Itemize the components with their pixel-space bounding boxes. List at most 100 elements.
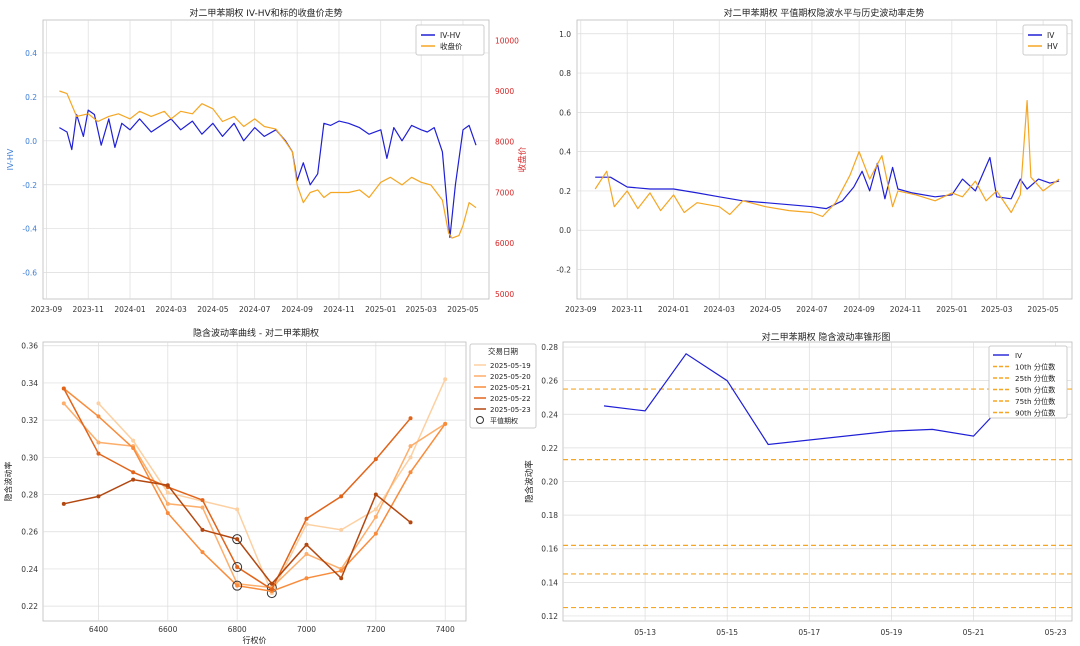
y-tick-label: -0.2 <box>22 181 37 190</box>
atm-marker <box>232 562 243 573</box>
x-tick-label: 2025-01 <box>365 305 397 314</box>
data-point <box>304 542 309 547</box>
x-tick-label: 2025-01 <box>936 305 968 314</box>
y-axis-label: 隐含波动率 <box>524 460 535 503</box>
legend-label: 90th 分位数 <box>1015 409 1055 418</box>
y-tick-label: 0.4 <box>559 148 571 157</box>
x-tick-label: 2024-11 <box>890 305 922 314</box>
legend: 交易日期 2025-05-19 2025-05-20 2025-05-21 2025-0… <box>469 343 537 429</box>
y-tick-label: 0.32 <box>21 416 38 425</box>
y-tick-label: 0.0 <box>559 226 571 235</box>
legend-label: 2025-05-20 <box>490 373 531 381</box>
data-point <box>165 511 170 516</box>
legend-label: 收盘价 <box>440 41 463 51</box>
legend-label: IV <box>1015 351 1022 360</box>
y-tick-label: 0.28 <box>541 343 558 352</box>
y-tick-label: 0.6 <box>559 108 571 117</box>
data-point <box>165 501 170 506</box>
y-tick-label: 0.8 <box>559 69 571 78</box>
data-point <box>339 494 344 499</box>
data-point <box>131 470 136 475</box>
x-tick-label: 2024-05 <box>750 305 782 314</box>
legend-label: 50th 分位数 <box>1015 386 1055 395</box>
legend-label: 25th 分位数 <box>1015 374 1055 383</box>
data-point <box>235 583 240 588</box>
y-tick-label: 0.34 <box>21 379 38 388</box>
data-point <box>131 446 136 451</box>
legend-atm-marker <box>476 416 484 424</box>
x-tick-label: 2025-03 <box>981 305 1013 314</box>
x-tick-label: 7400 <box>436 625 455 634</box>
legend-label: 75th 分位数 <box>1015 397 1055 406</box>
y-tick-label: 0.2 <box>25 93 37 102</box>
y-tick-label: 0.4 <box>25 49 37 58</box>
legend-label: IV-HV <box>440 31 461 40</box>
data-point <box>339 568 344 573</box>
x-axis-label: 行权价 <box>243 635 267 645</box>
x-tick-label: 2024-03 <box>704 305 736 314</box>
legend-label: 2025-05-21 <box>490 384 531 392</box>
y-tick-label: 0.22 <box>541 444 558 453</box>
data-point <box>235 565 240 570</box>
y2-tick-label: 6000 <box>495 239 514 248</box>
y2-tick-label: 7000 <box>495 188 514 197</box>
x-tick-label: 2024-09 <box>843 305 875 314</box>
legend-title: 交易日期 <box>488 346 518 356</box>
atm-marker <box>232 534 243 545</box>
y-tick-label: 0.26 <box>21 528 38 537</box>
data-point <box>200 527 205 532</box>
legend-label: HV <box>1047 42 1059 51</box>
data-point <box>131 438 136 443</box>
series-2025-05-22 <box>61 386 413 592</box>
plot-frame <box>42 19 490 300</box>
data-point <box>304 552 309 557</box>
x-tick-label: 2025-05 <box>1027 305 1059 314</box>
data-point <box>408 520 413 525</box>
series-line <box>63 387 446 592</box>
x-tick-label: 2024-05 <box>197 305 229 314</box>
y-tick-label: 0.24 <box>541 410 558 419</box>
data-point <box>96 440 101 445</box>
y-tick-label: 0.26 <box>541 377 558 386</box>
x-tick-label: 7000 <box>297 625 316 634</box>
data-point <box>408 470 413 475</box>
data-point <box>304 522 309 527</box>
x-tick-label: 2023-09 <box>31 305 63 314</box>
series-line-HV <box>594 99 1060 218</box>
data-point <box>235 507 240 512</box>
plot-frame <box>42 341 467 622</box>
y-tick-label: 0.36 <box>21 342 38 351</box>
x-tick-label: 2023-09 <box>565 305 597 314</box>
chart-title: 对二甲苯期权 平值期权隐波水平与历史波动率走势 <box>724 7 925 19</box>
y-tick-label: 0.28 <box>21 491 38 500</box>
x-tick-label: 2023-11 <box>612 305 644 314</box>
x-tick-label: 05-17 <box>798 628 820 637</box>
data-point <box>339 576 344 581</box>
x-tick-label: 2024-07 <box>796 305 828 314</box>
data-point <box>269 581 274 586</box>
y-tick-label: 0.18 <box>541 511 558 520</box>
x-tick-label: 2025-05 <box>447 305 479 314</box>
y-tick-label: 0.0 <box>25 137 37 146</box>
series-2025-05-23 <box>61 477 413 586</box>
y-axis-label: IV-HV <box>6 148 15 170</box>
chart-title: 对二甲苯期权 IV-HV和标的收盘价走势 <box>189 7 342 19</box>
x-tick-label: 7200 <box>366 625 385 634</box>
y-tick-label: 0.14 <box>541 578 558 587</box>
data-point <box>304 576 309 581</box>
x-tick-label: 05-23 <box>1045 628 1067 637</box>
data-point <box>96 494 101 499</box>
y-tick-label: -0.4 <box>22 225 37 234</box>
chart-title: 对二甲苯期权 隐含波动率锥形图 <box>762 331 891 343</box>
data-point <box>165 490 170 495</box>
x-tick-label: 2024-11 <box>323 305 355 314</box>
y-tick-label: 0.22 <box>21 602 38 611</box>
x-tick-label: 2024-01 <box>658 305 690 314</box>
y-axis-label: 隐含波动率 <box>3 462 13 502</box>
legend-label: 2025-05-22 <box>490 395 531 403</box>
legend: IV HV <box>1022 24 1068 56</box>
data-point <box>269 587 274 592</box>
data-point <box>443 377 448 382</box>
y-tick-label: 0.2 <box>559 187 571 196</box>
